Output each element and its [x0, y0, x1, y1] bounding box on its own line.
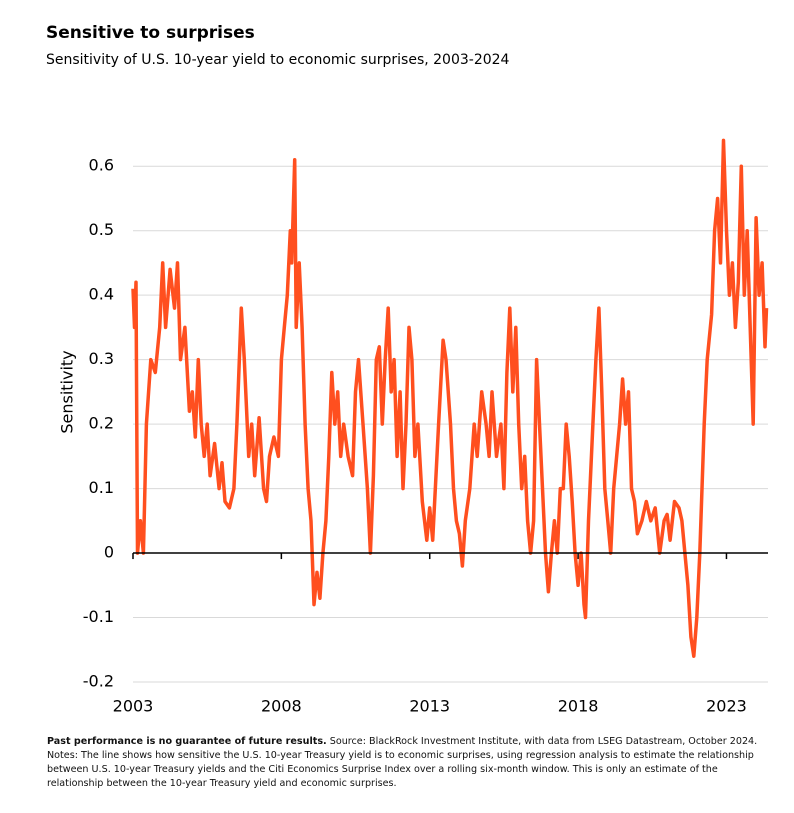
x-tick-label: 2013	[409, 697, 450, 716]
y-tick-label: 0.3	[89, 349, 114, 368]
y-tick-label: 0.4	[89, 285, 114, 304]
y-axis-label: Sensitivity	[58, 350, 77, 433]
y-tick-label: 0.5	[89, 220, 114, 239]
x-tick-label: 2023	[706, 697, 747, 716]
y-tick-label: -0.2	[83, 672, 114, 691]
y-tick-label: 0.6	[89, 156, 114, 175]
footnote-text: Source: BlackRock Investment Institute, …	[47, 736, 758, 789]
y-tick-label: 0	[104, 543, 114, 562]
y-tick-label: 0.2	[89, 414, 114, 433]
footnote: Past performance is no guarantee of futu…	[47, 735, 767, 791]
x-tick-label: 2008	[261, 697, 302, 716]
chart-title: Sensitive to surprises	[46, 23, 255, 43]
footnote-lead: Past performance is no guarantee of futu…	[47, 736, 327, 747]
chart: Sensitive to surprises Sensitivity of U.…	[46, 23, 769, 716]
y-tick-label: -0.1	[83, 607, 114, 626]
data-line	[131, 138, 769, 658]
chart-subtitle: Sensitivity of U.S. 10-year yield to eco…	[46, 52, 510, 68]
x-tick-label: 2003	[113, 697, 154, 716]
y-tick-label: 0.1	[89, 478, 114, 497]
x-tick-label: 2018	[558, 697, 599, 716]
